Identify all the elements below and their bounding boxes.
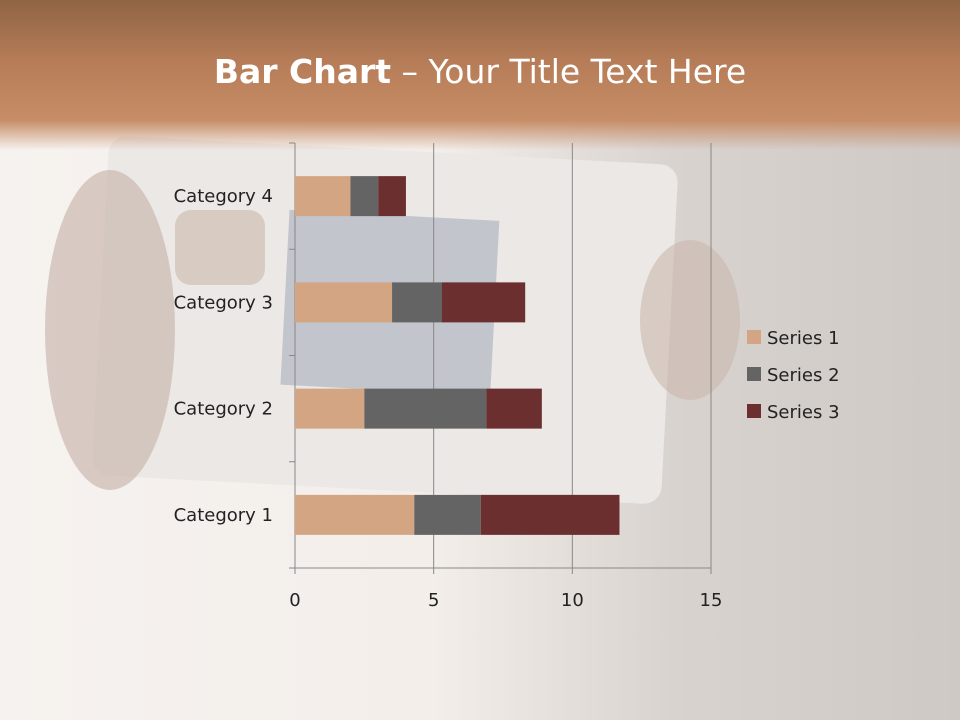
category-label: Category 2 <box>174 399 273 420</box>
title-bold: Bar Chart <box>213 52 392 91</box>
legend-swatch <box>747 367 761 381</box>
slide-title: Bar Chart – Your Title Text Here <box>0 52 960 91</box>
bar-series-3-category-2 <box>486 388 542 429</box>
legend-swatch <box>747 404 761 418</box>
bar-series-2-category-2 <box>364 388 487 429</box>
bar-series-1-category-4 <box>295 176 351 217</box>
x-tick-label: 0 <box>289 590 300 611</box>
bar-series-1-category-3 <box>295 282 393 323</box>
category-label: Category 3 <box>174 292 273 313</box>
category-label: Category 4 <box>174 186 273 207</box>
bar-series-3-category-4 <box>378 176 406 217</box>
bar-series-2-category-1 <box>414 494 481 535</box>
legend-label: Series 3 <box>767 402 840 423</box>
title-rest: – Your Title Text Here <box>391 52 747 91</box>
category-label: Category 1 <box>174 505 273 526</box>
x-tick-label: 10 <box>561 590 584 611</box>
title-band <box>0 0 960 150</box>
bar-series-2-category-4 <box>350 176 379 217</box>
legend-label: Series 1 <box>767 328 840 349</box>
x-tick-label: 5 <box>428 590 439 611</box>
bar-series-2-category-3 <box>392 282 442 323</box>
legend-swatch <box>747 330 761 344</box>
x-tick-label: 15 <box>700 590 723 611</box>
bar-series-3-category-3 <box>441 282 526 323</box>
bar-series-1-category-1 <box>295 494 415 535</box>
thumb-image <box>640 240 740 400</box>
bar-series-1-category-2 <box>295 388 365 429</box>
hand-image <box>45 170 175 490</box>
card-chip <box>175 210 265 285</box>
bar-series-3-category-1 <box>480 494 620 535</box>
legend-label: Series 2 <box>767 365 840 386</box>
